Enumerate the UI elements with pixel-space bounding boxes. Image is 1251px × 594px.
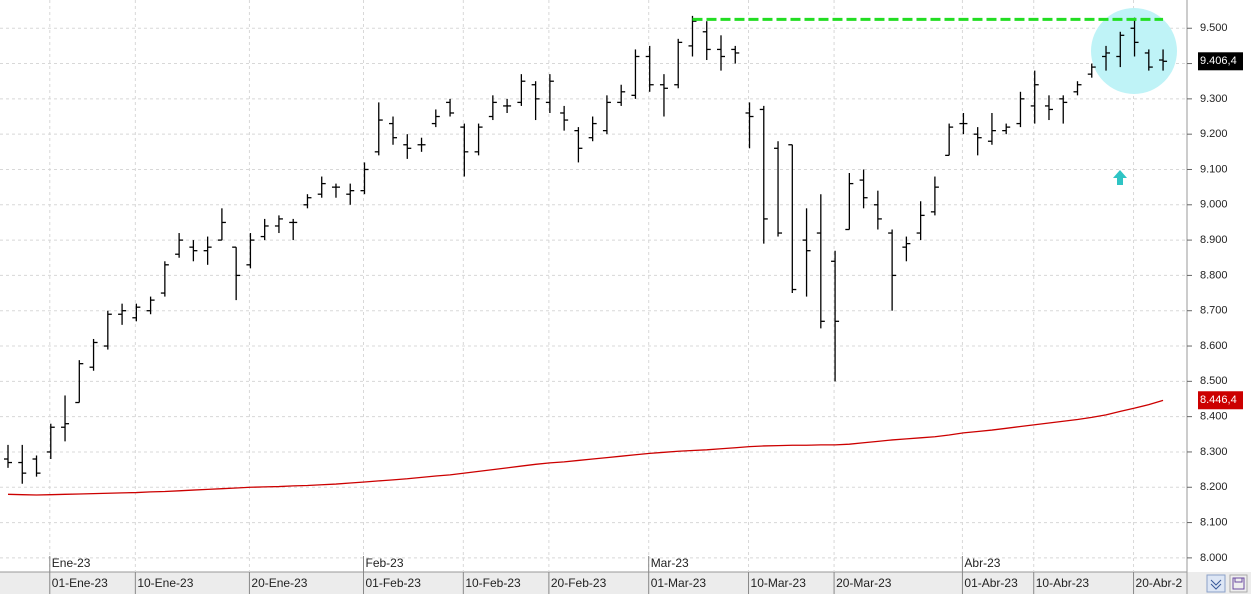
y-tick-label: 9.300	[1200, 93, 1228, 105]
y-tick-label: 8.500	[1200, 375, 1228, 387]
save-button[interactable]	[1229, 574, 1248, 593]
month-label: Ene-23	[52, 556, 91, 570]
ma-price-label-box	[1198, 391, 1243, 410]
plot	[4, 15, 1168, 496]
x-tick-label: 01-Ene-23	[52, 576, 108, 590]
x-tick-label: 10-Mar-23	[751, 576, 807, 590]
x-tick-label: 10-Ene-23	[137, 576, 193, 590]
zoom-icon	[1210, 579, 1222, 590]
y-tick-label: 8.900	[1200, 234, 1228, 246]
grid	[0, 0, 1187, 572]
moving-average-line	[7, 399, 1164, 496]
x-tick-label: 20-Feb-23	[551, 576, 607, 590]
x-tick-label: 01-Abr-23	[964, 576, 1018, 590]
last-price-label-box	[1198, 52, 1243, 71]
y-tick-label: 8.000	[1200, 552, 1228, 564]
zoom-button[interactable]	[1206, 574, 1226, 593]
y-tick-label: 9.200	[1200, 128, 1228, 140]
x-tick-label: 10-Abr-23	[1036, 576, 1090, 590]
y-tick-label: 8.400	[1200, 411, 1228, 423]
y-tick-label: 8.300	[1200, 446, 1228, 458]
month-label: Mar-23	[651, 556, 689, 570]
y-tick-label: 8.600	[1200, 340, 1228, 352]
ma-price-label: 8.446,4	[1200, 394, 1237, 406]
x-tick-label: 20-Mar-23	[836, 576, 892, 590]
arrow-up	[1113, 170, 1127, 185]
y-tick-label: 8.700	[1200, 305, 1228, 317]
month-label: Feb-23	[366, 556, 404, 570]
y-tick-label: 9.000	[1200, 199, 1228, 211]
last-price-label: 9.406,4	[1200, 55, 1237, 67]
x-tick-label: 20-Abr-2	[1136, 576, 1183, 590]
y-tick-label: 9.100	[1200, 163, 1228, 175]
x-tick-label: 01-Feb-23	[366, 576, 422, 590]
time-axis-strip	[0, 572, 1251, 594]
month-label: Abr-23	[964, 556, 1000, 570]
x-tick-label: 20-Ene-23	[251, 576, 307, 590]
y-tick-label: 8.800	[1200, 269, 1228, 281]
y-tick-label: 9.500	[1200, 22, 1228, 34]
y-tick-label: 8.200	[1200, 481, 1228, 493]
x-tick-label: 10-Feb-23	[465, 576, 521, 590]
save-icon	[1232, 577, 1245, 590]
x-tick-label: 01-Mar-23	[651, 576, 707, 590]
y-tick-label: 8.100	[1200, 516, 1228, 528]
